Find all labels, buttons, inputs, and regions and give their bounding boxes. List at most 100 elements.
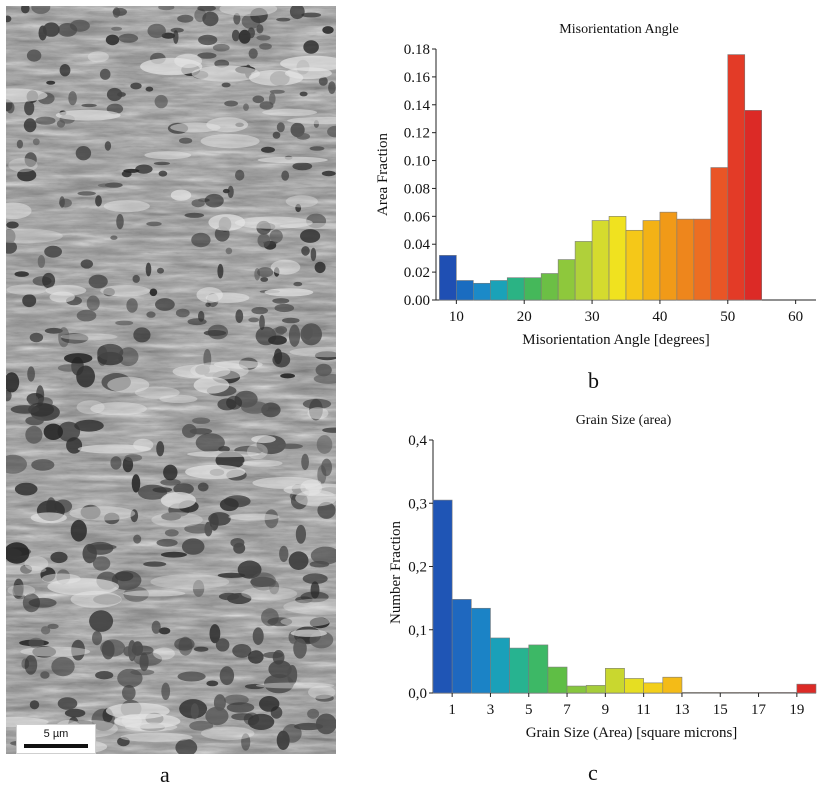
y-tick-label: 0.16: [404, 70, 431, 86]
dark-grain: [40, 671, 50, 679]
misorientation-bar: [591, 220, 610, 301]
misorientation-x-axis-label: Misorientation Angle [degrees]: [522, 332, 709, 348]
dark-grain: [205, 706, 229, 726]
y-tick-label: 0,1: [408, 623, 427, 639]
dark-grain: [135, 164, 153, 174]
misorientation-bar: [608, 216, 627, 301]
dark-grain: [161, 682, 171, 700]
misorientation-title: Misorientation Angle: [559, 22, 678, 37]
bright-grain: [205, 292, 250, 303]
dark-grain: [219, 498, 239, 512]
dark-grain: [299, 91, 308, 97]
dark-grain: [104, 141, 112, 151]
dark-grain: [112, 7, 121, 18]
dark-grain: [155, 298, 175, 311]
bright-grain: [295, 490, 336, 507]
grain-size-title: Grain Size (area): [576, 413, 672, 428]
grain-size-bar: [432, 499, 453, 694]
dark-grain: [289, 6, 305, 20]
dark-grain: [50, 551, 68, 564]
dark-grain: [321, 458, 332, 477]
dark-grain: [191, 232, 211, 248]
dark-grain: [46, 80, 56, 85]
panel-label-a: a: [160, 762, 170, 787]
grain-size-x-axis-label: Grain Size (Area) [square microns]: [526, 725, 738, 741]
bright-grain: [76, 400, 105, 415]
micrograph-texture: [6, 6, 336, 754]
dark-grain: [161, 32, 176, 39]
panel-label-b: b: [588, 368, 599, 393]
x-tick-label: 3: [487, 702, 495, 718]
dark-grain: [231, 29, 240, 42]
dark-grain: [24, 100, 35, 116]
dark-grain: [190, 703, 199, 720]
x-tick-label: 1: [448, 702, 456, 718]
dark-grain: [294, 722, 324, 731]
dark-grain: [314, 261, 326, 274]
dark-grain: [215, 638, 230, 652]
dark-grain: [309, 617, 330, 629]
dark-grain: [22, 294, 37, 308]
dark-grain: [77, 191, 96, 196]
x-tick-label: 19: [789, 702, 804, 718]
misorientation-y-axis-label: Area Fraction: [375, 133, 391, 216]
dark-grain: [250, 572, 277, 591]
dark-grain: [86, 295, 100, 311]
misorientation-bar: [693, 218, 712, 301]
dark-grain: [224, 100, 239, 107]
x-tick-label: 5: [525, 702, 533, 718]
dark-grain: [123, 646, 133, 657]
dark-grain: [259, 696, 280, 712]
misorientation-bar: [710, 167, 729, 301]
dark-grain: [314, 351, 336, 361]
dark-grain: [173, 30, 179, 44]
bright-grain: [280, 55, 336, 72]
dark-grain: [99, 68, 111, 80]
dark-grain: [115, 320, 134, 326]
dark-grain: [111, 26, 123, 31]
dark-grain: [241, 401, 269, 414]
dark-grain: [247, 27, 255, 39]
dark-grain: [276, 17, 291, 22]
bright-grain: [270, 259, 301, 275]
dark-grain: [158, 170, 168, 177]
dark-grain: [226, 702, 255, 713]
dark-grain: [103, 287, 115, 297]
dark-grain: [261, 608, 279, 627]
bright-grain: [134, 386, 180, 399]
bright-grain: [20, 646, 90, 657]
dark-grain: [177, 671, 206, 682]
dark-grain: [118, 33, 139, 43]
dark-grain: [198, 310, 205, 322]
dark-grain: [170, 27, 184, 33]
bright-grain: [247, 443, 268, 460]
y-tick-label: 0.12: [404, 126, 430, 142]
grain-size-bar: [777, 692, 798, 694]
bright-grain: [264, 288, 314, 297]
dark-grain: [269, 89, 285, 94]
dark-grain: [235, 309, 244, 324]
dark-grain: [32, 646, 57, 658]
dark-grain: [47, 623, 59, 630]
dark-grain: [197, 52, 217, 59]
dark-grain: [321, 170, 336, 177]
y-tick-label: 0.02: [404, 265, 430, 281]
grain-size-bar: [700, 692, 721, 694]
dark-grain: [106, 87, 123, 102]
bright-grain: [49, 291, 75, 303]
bright-grain: [219, 6, 278, 17]
dark-grain: [14, 271, 29, 277]
dark-grain: [175, 738, 198, 754]
dark-grain: [293, 638, 307, 659]
dark-grain: [146, 311, 156, 318]
dark-grain: [28, 637, 44, 649]
x-tick-label: 15: [713, 702, 728, 718]
bright-grain: [70, 590, 122, 608]
dark-grain: [111, 570, 142, 591]
dark-grain: [57, 697, 78, 710]
dark-grain: [26, 49, 42, 62]
dark-grain: [145, 262, 152, 277]
dark-grain: [310, 581, 320, 599]
bright-grain: [251, 435, 276, 444]
bright-grain: [290, 629, 327, 637]
